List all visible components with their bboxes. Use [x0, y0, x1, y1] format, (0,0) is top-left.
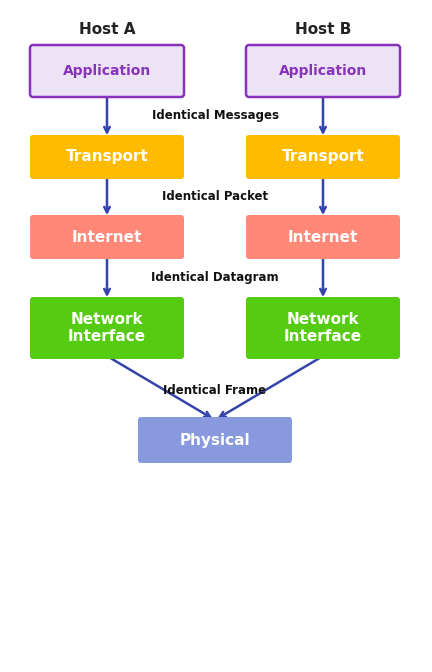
- Text: Host B: Host B: [295, 22, 351, 38]
- Text: Internet: Internet: [72, 230, 142, 245]
- FancyBboxPatch shape: [138, 417, 292, 463]
- Text: Transport: Transport: [66, 149, 148, 165]
- Text: Identical Datagram: Identical Datagram: [151, 271, 279, 284]
- Text: Identical Frame: Identical Frame: [163, 384, 267, 396]
- Text: Network
Interface: Network Interface: [68, 312, 146, 344]
- Text: Identical Messages: Identical Messages: [152, 108, 279, 122]
- Text: Physical: Physical: [180, 433, 250, 448]
- Text: Application: Application: [279, 64, 367, 78]
- Text: Network
Interface: Network Interface: [284, 312, 362, 344]
- FancyBboxPatch shape: [30, 215, 184, 259]
- Text: Transport: Transport: [282, 149, 364, 165]
- FancyBboxPatch shape: [30, 45, 184, 97]
- FancyBboxPatch shape: [246, 135, 400, 179]
- FancyBboxPatch shape: [246, 215, 400, 259]
- Text: Application: Application: [63, 64, 151, 78]
- Text: Host A: Host A: [79, 22, 135, 38]
- FancyBboxPatch shape: [30, 297, 184, 359]
- FancyBboxPatch shape: [246, 297, 400, 359]
- Text: Identical Packet: Identical Packet: [162, 190, 268, 202]
- FancyBboxPatch shape: [246, 45, 400, 97]
- FancyBboxPatch shape: [30, 135, 184, 179]
- Text: Internet: Internet: [288, 230, 358, 245]
